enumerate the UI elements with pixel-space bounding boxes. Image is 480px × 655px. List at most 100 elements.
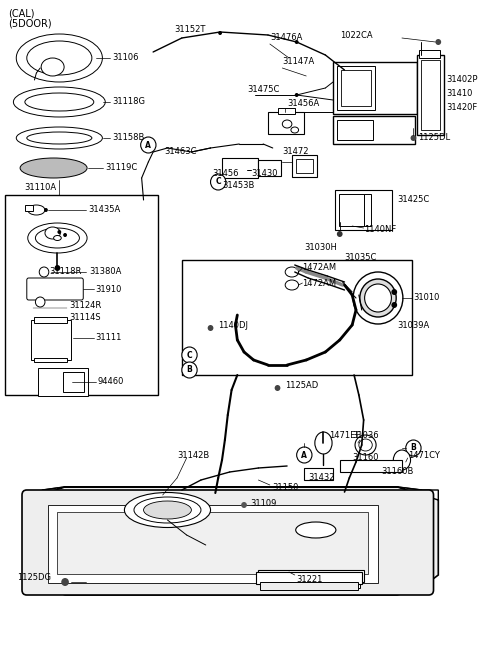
Ellipse shape	[13, 87, 105, 117]
Text: 1472AM: 1472AM	[302, 278, 336, 288]
Ellipse shape	[20, 158, 87, 178]
Bar	[48, 505, 378, 583]
Text: 31420F: 31420F	[446, 102, 477, 111]
Bar	[333, 116, 415, 144]
Ellipse shape	[45, 227, 60, 239]
Bar	[341, 70, 372, 106]
Text: 31456: 31456	[213, 168, 239, 178]
Text: 31425C: 31425C	[397, 195, 430, 204]
Text: A: A	[145, 141, 151, 149]
Ellipse shape	[54, 236, 61, 240]
Text: 31402P: 31402P	[446, 75, 478, 84]
Text: 31109: 31109	[251, 500, 277, 508]
Bar	[38, 495, 404, 575]
Ellipse shape	[359, 439, 372, 451]
Text: 31160B: 31160B	[381, 468, 413, 476]
Bar	[5, 195, 158, 395]
Circle shape	[297, 447, 312, 463]
Ellipse shape	[28, 205, 45, 215]
Circle shape	[337, 231, 343, 237]
FancyBboxPatch shape	[22, 490, 433, 595]
Ellipse shape	[360, 279, 396, 317]
Circle shape	[61, 578, 69, 586]
Text: 31030H: 31030H	[304, 244, 337, 252]
Circle shape	[241, 502, 247, 508]
Bar	[262, 580, 360, 588]
Polygon shape	[24, 487, 438, 595]
Text: 1022CA: 1022CA	[340, 31, 372, 39]
Ellipse shape	[27, 41, 92, 75]
Ellipse shape	[353, 272, 403, 324]
Bar	[38, 368, 88, 396]
FancyBboxPatch shape	[27, 278, 83, 300]
Circle shape	[208, 325, 214, 331]
Text: 1125DL: 1125DL	[418, 134, 450, 143]
Bar	[182, 260, 411, 375]
Ellipse shape	[28, 223, 87, 253]
Text: 1471EE: 1471EE	[329, 430, 361, 440]
Text: (CAL): (CAL)	[8, 9, 34, 19]
Text: 31430: 31430	[252, 168, 278, 178]
Bar	[333, 62, 417, 114]
Circle shape	[410, 135, 416, 141]
Bar	[421, 60, 440, 130]
Bar	[25, 205, 33, 211]
Bar	[292, 155, 317, 177]
Circle shape	[39, 267, 49, 277]
Bar	[335, 190, 392, 230]
Circle shape	[63, 233, 67, 237]
Bar	[304, 468, 333, 480]
Circle shape	[182, 362, 197, 378]
Circle shape	[44, 208, 48, 212]
Ellipse shape	[41, 58, 64, 76]
Ellipse shape	[393, 450, 410, 470]
Ellipse shape	[36, 228, 79, 248]
Ellipse shape	[144, 501, 192, 519]
Bar	[417, 55, 444, 135]
Bar	[268, 112, 304, 134]
Bar	[58, 512, 369, 574]
Text: B: B	[187, 365, 192, 375]
Text: 31119C: 31119C	[105, 164, 137, 172]
Text: B: B	[410, 443, 416, 453]
Circle shape	[406, 440, 421, 456]
Circle shape	[36, 297, 45, 307]
Text: 1472AM: 1472AM	[302, 263, 336, 272]
Text: 31380A: 31380A	[89, 267, 121, 276]
Text: 1140DJ: 1140DJ	[218, 320, 248, 329]
Bar	[63, 372, 84, 392]
Text: 31475C: 31475C	[247, 86, 279, 94]
Text: (5DOOR): (5DOOR)	[8, 19, 51, 29]
Text: 31432: 31432	[308, 472, 335, 481]
Text: 31147A: 31147A	[282, 58, 314, 67]
Ellipse shape	[315, 432, 332, 454]
Ellipse shape	[16, 127, 102, 149]
Ellipse shape	[365, 284, 391, 312]
Text: 31039A: 31039A	[397, 320, 430, 329]
Text: 31435A: 31435A	[88, 206, 120, 214]
Text: 31463C: 31463C	[165, 147, 197, 157]
Text: 31472: 31472	[282, 147, 309, 155]
Text: 31118R: 31118R	[50, 267, 82, 276]
Text: 31010: 31010	[413, 293, 440, 303]
Text: 31114S: 31114S	[69, 314, 100, 322]
Text: 31410: 31410	[446, 88, 472, 98]
Circle shape	[295, 93, 299, 97]
Text: 1125DG: 1125DG	[17, 574, 51, 582]
Bar	[258, 160, 281, 176]
Circle shape	[55, 265, 60, 271]
Bar	[258, 570, 364, 582]
Text: A: A	[301, 451, 307, 460]
Text: 31456A: 31456A	[287, 98, 319, 107]
Text: 31124R: 31124R	[69, 301, 101, 310]
Text: 1471CY: 1471CY	[408, 451, 440, 460]
Circle shape	[391, 302, 397, 308]
Bar	[339, 194, 364, 226]
Bar	[31, 320, 71, 360]
Circle shape	[182, 347, 197, 363]
Text: C: C	[216, 178, 221, 187]
Bar	[277, 108, 295, 114]
Circle shape	[391, 289, 397, 295]
Bar	[260, 582, 358, 590]
Bar	[296, 159, 313, 173]
